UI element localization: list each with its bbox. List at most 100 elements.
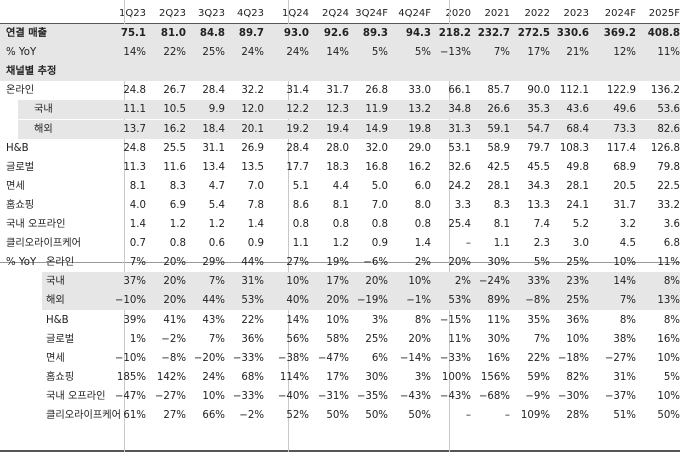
table-cell: 7% — [619, 295, 636, 307]
table-cell: −14% — [399, 352, 431, 364]
table-cell: 29.0 — [408, 142, 431, 154]
table-cell: 94.3 — [405, 28, 431, 39]
table-cell: 5% — [663, 371, 680, 383]
table-cell: 20.1 — [241, 123, 264, 135]
table-cell: 13.5 — [241, 161, 264, 173]
table-cell: 12.3 — [326, 104, 349, 116]
table-cell: 37% — [123, 276, 146, 288]
table-cell: 24.8 — [123, 85, 146, 97]
table-cell: 68.4 — [566, 123, 589, 135]
table-cell: 82.6 — [657, 123, 680, 135]
table-cell: 8.1 — [129, 180, 146, 192]
table-cell: 66% — [202, 410, 225, 421]
table-cell: 218.2 — [438, 28, 471, 39]
row-label: 클리오라이프케어 — [6, 238, 81, 250]
table-cell: 19% — [326, 257, 349, 269]
table-cell: 408.8 — [647, 28, 680, 39]
table-cell: −43% — [439, 390, 471, 402]
table-row: 연결 매출 75.1 81.0 84.8 89.7 93.0 92.6 89.3 94.3 218… — [0, 24, 680, 43]
table-row: % YoY 14% 22% 25% 24% 24% 14% 5% 5% −13% 7% 17% 21% 1… — [0, 43, 680, 63]
table-cell: −33% — [439, 352, 471, 364]
table-cell: 232.7 — [477, 28, 510, 39]
table-cell: 8% — [619, 314, 636, 326]
table-cell: 7.0 — [247, 180, 264, 192]
table-cell: −1% — [406, 295, 431, 307]
table-cell: −10% — [114, 295, 146, 307]
row-label: 해외 — [34, 123, 53, 135]
table-cell: 7.8 — [247, 199, 264, 211]
divider — [0, 262, 680, 263]
table-row: 해외 13.7 16.2 18.4 20.1 19.2 19.4 14.9 19.8 31.3 59… — [18, 119, 680, 139]
table-row: 면세 8.1 8.3 4.7 7.0 5.1 4.4 5.0 6.0 24.2 28.1 34.3 28… — [0, 177, 680, 196]
table-cell: −13% — [439, 47, 471, 59]
column-header: 2021 — [484, 8, 510, 19]
table-cell: −10% — [114, 352, 146, 364]
table-cell: 54.7 — [527, 123, 550, 135]
table-row: 국내 오프라인 1.4 1.2 1.2 1.4 0.8 0.8 0.8 0.8 25.4 8.1 7.… — [0, 215, 680, 234]
table-cell: 20% — [326, 295, 349, 307]
table-cell: 100% — [441, 371, 471, 383]
table-cell: 40% — [286, 295, 309, 307]
table-cell: 12% — [613, 47, 636, 59]
table-cell: 20% — [408, 333, 431, 345]
table-cell: 16% — [487, 352, 510, 364]
table-cell: 26.6 — [487, 104, 510, 116]
table-cell: 53% — [241, 295, 264, 307]
table-cell: 43% — [202, 314, 225, 326]
table-cell: 11.3 — [123, 161, 146, 173]
table-cell: 25% — [566, 295, 589, 307]
table-cell: 93.0 — [283, 28, 309, 39]
table-cell: −38% — [277, 352, 309, 364]
table-cell: 8% — [663, 314, 680, 326]
table-cell: 28% — [566, 410, 589, 421]
table-cell: 10% — [657, 390, 680, 402]
row-sublabel: 국내 오프라인 — [46, 390, 106, 402]
table-cell: 26.8 — [365, 85, 388, 97]
table-cell: 22% — [527, 352, 550, 364]
table-cell: 13.4 — [202, 161, 225, 173]
table-row: 해외 −10% 20% 44% 53% 40% 20% −19% −1% 53% 89% −8% 25%… — [42, 291, 680, 311]
table-cell: 8.0 — [414, 199, 431, 211]
table-cell: 23% — [566, 276, 589, 288]
table-cell: 30% — [487, 333, 510, 345]
table-cell: 14% — [123, 47, 146, 59]
table-cell: 89.3 — [362, 28, 388, 39]
table-cell: 1.4 — [247, 219, 264, 230]
table-cell: 31.4 — [286, 85, 309, 97]
table-cell: 136.2 — [650, 85, 680, 97]
table-cell: 51% — [613, 410, 636, 421]
table-cell: 3.0 — [572, 238, 589, 250]
table-cell: 26.9 — [241, 142, 264, 154]
table-cell: 10% — [657, 352, 680, 364]
table-cell: −15% — [439, 314, 471, 326]
table-row: H&B 39% 41% 43% 22% 14% 10% 3% 8% −15% 11% 35% 36% 8%… — [0, 311, 680, 330]
table-cell: 35% — [527, 314, 550, 326]
table-cell: 28.1 — [487, 180, 510, 192]
column-header: 2Q23 — [159, 8, 186, 19]
column-header: 2020 — [445, 8, 471, 19]
table-cell: 24.2 — [448, 180, 471, 192]
table-cell: 7% — [533, 333, 550, 345]
table-cell: 31% — [613, 371, 636, 383]
table-cell: 4.7 — [208, 180, 225, 192]
table-cell: 11% — [448, 333, 471, 345]
table-cell: 108.3 — [559, 142, 589, 154]
table-cell: 22% — [241, 314, 264, 326]
table-cell: 22.5 — [657, 180, 680, 192]
table-cell: 22% — [163, 47, 186, 59]
table-cell: 8.1 — [332, 199, 349, 211]
table-row: 국내 11.1 10.5 9.9 12.0 12.2 12.3 11.9 13.2 34.8 26.… — [18, 100, 680, 120]
table-cell: 13.7 — [123, 123, 146, 135]
table-row: 홈쇼핑 185% 142% 24% 68% 114% 17% 30% 3% 100% 156% 59%… — [0, 368, 680, 387]
table-cell: −2% — [239, 410, 264, 421]
table-cell: 11% — [657, 47, 680, 59]
table-cell: 50% — [408, 410, 431, 421]
table-cell: 26.7 — [163, 85, 186, 97]
table-cell: 75.1 — [120, 28, 146, 39]
table-cell: 5.2 — [572, 219, 589, 230]
table-cell: −47% — [114, 390, 146, 402]
table-cell: 19.8 — [408, 123, 431, 135]
table-cell: 10% — [286, 276, 309, 288]
table-row: 글로벌 1% −2% 7% 36% 56% 58% 25% 20% 11% 30% 7% 10% 38% 1… — [0, 330, 680, 349]
table-cell: 7% — [208, 276, 225, 288]
